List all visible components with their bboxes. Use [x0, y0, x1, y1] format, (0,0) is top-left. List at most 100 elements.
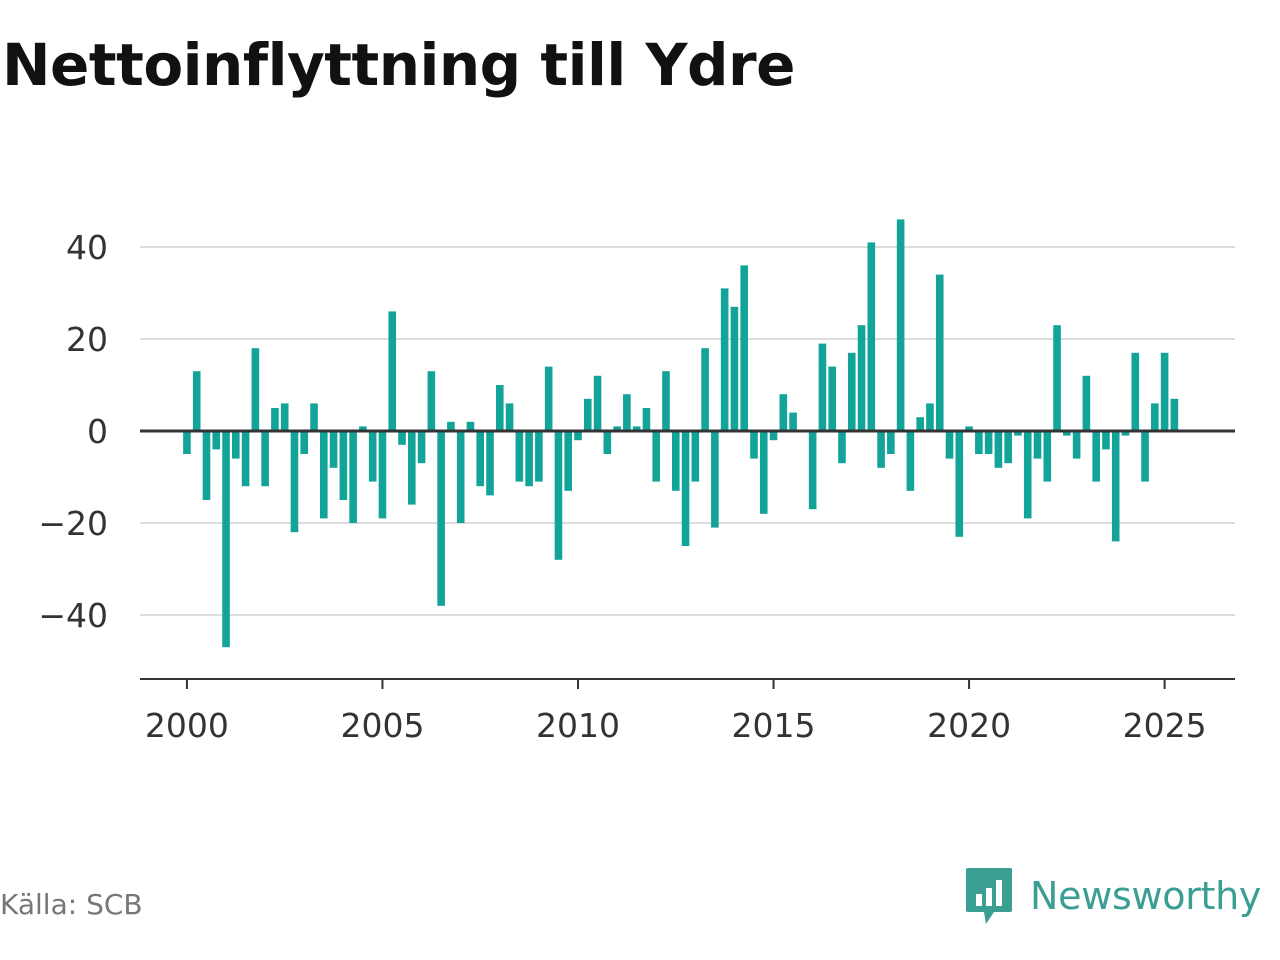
x-tick-label: 2025: [1123, 706, 1207, 745]
bar: [1014, 431, 1022, 436]
bars: [183, 219, 1179, 648]
bar: [984, 431, 993, 454]
bar: [926, 403, 934, 431]
bar: [1043, 431, 1052, 482]
bar: [1111, 431, 1120, 542]
bar: [564, 431, 573, 491]
bar: [232, 431, 240, 459]
newsworthy-logo: Newsworthy: [964, 864, 1261, 928]
bar: [1121, 431, 1130, 436]
bar: [329, 431, 338, 468]
bar: [975, 431, 983, 454]
bar: [1102, 431, 1110, 450]
bar: [701, 348, 709, 431]
bar: [407, 431, 416, 505]
bar: [1004, 431, 1012, 464]
bar: [945, 431, 954, 459]
bar: [378, 431, 387, 519]
bar: [750, 431, 758, 459]
bar: [554, 431, 563, 560]
x-tick-label: 2005: [340, 706, 424, 745]
bar: [867, 242, 876, 431]
bar: [613, 426, 621, 431]
bar: [241, 431, 250, 487]
logo-text: Newsworthy: [1030, 874, 1262, 918]
source-note: Källa: SCB: [0, 888, 143, 921]
bar: [720, 288, 729, 431]
y-tick-labels: 40 20 0 −20 −40: [38, 228, 108, 635]
bar: [1170, 398, 1179, 431]
bar: [505, 403, 514, 431]
bar: [544, 366, 553, 431]
axes: [140, 429, 1235, 689]
bar: [662, 371, 670, 431]
bar: [222, 431, 230, 648]
y-tick-label: 40: [66, 228, 108, 267]
x-tick-label: 2020: [927, 706, 1011, 745]
bar: [202, 431, 211, 500]
bar: [1072, 431, 1081, 459]
bar: [427, 371, 436, 431]
bar: [1151, 403, 1159, 431]
x-tick-labels: 2000 2005 2010 2015 2020 2025: [145, 706, 1207, 745]
y-tick-label: 20: [66, 320, 108, 359]
bar: [1033, 431, 1042, 459]
bar: [1053, 325, 1061, 431]
bar: [359, 426, 367, 431]
bar: [212, 431, 221, 450]
bar: [965, 426, 973, 431]
bar: [691, 431, 700, 482]
bar: [681, 431, 690, 546]
bar: [271, 408, 279, 431]
bar: [711, 431, 719, 528]
bar: [349, 431, 357, 523]
bar: [495, 385, 504, 431]
bar: [192, 371, 201, 431]
bar: [818, 343, 827, 431]
bar: [447, 421, 455, 431]
bar: [808, 431, 817, 510]
bar: [769, 431, 778, 441]
bar: [466, 421, 475, 431]
bar: [574, 431, 582, 441]
bar: [1023, 431, 1032, 519]
bar: [310, 403, 318, 431]
bar: [535, 431, 543, 482]
bar: [486, 431, 494, 496]
bar: [320, 431, 328, 519]
bar: [935, 274, 944, 431]
bar: [290, 431, 299, 533]
bar: [916, 417, 924, 431]
bar: [300, 431, 309, 454]
bar: [476, 431, 485, 487]
bar: [623, 394, 631, 431]
bar: [603, 431, 612, 454]
bar: [1082, 375, 1091, 431]
bar: [671, 431, 680, 491]
y-tick-label: 0: [87, 412, 108, 451]
bar: [1063, 431, 1071, 436]
bar: [759, 431, 768, 514]
bar: [183, 431, 191, 454]
y-tick-label: −40: [38, 596, 108, 635]
chart-bubble-icon: [966, 868, 1012, 924]
bar: [740, 265, 749, 431]
bar: [789, 412, 797, 431]
bar: [1131, 352, 1140, 431]
bar: [515, 431, 524, 482]
bar: [652, 431, 661, 482]
bar: [642, 408, 651, 431]
bar: [417, 431, 426, 464]
bar: [456, 431, 465, 523]
bar: [857, 325, 866, 431]
x-tick-label: 2010: [536, 706, 620, 745]
bar: [251, 348, 260, 431]
bar: [887, 431, 895, 454]
chart-title: Nettoinflyttning till Ydre: [2, 31, 795, 99]
bar: [847, 352, 856, 431]
bar: [368, 431, 377, 482]
bar: [261, 431, 269, 487]
bar: [906, 431, 915, 491]
bar: [398, 431, 406, 445]
